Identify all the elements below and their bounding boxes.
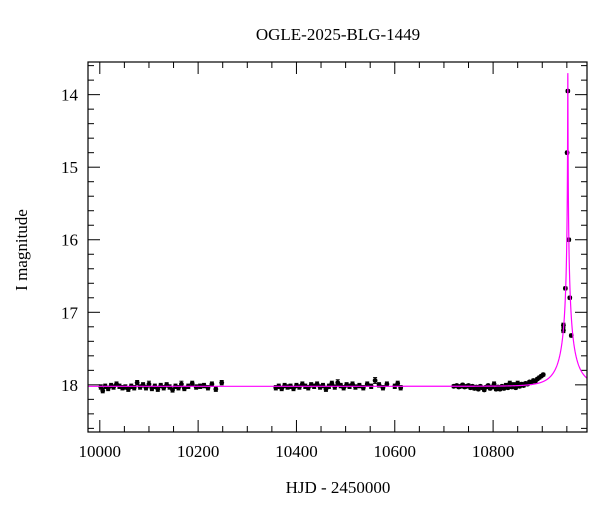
- data-point: [134, 379, 140, 386]
- y-tick-label: 16: [61, 231, 78, 250]
- point-marker: [181, 386, 187, 391]
- y-tick-label: 15: [61, 158, 78, 177]
- y-tick-label: 18: [61, 376, 78, 395]
- point-marker: [189, 380, 195, 386]
- x-tick-label: 10200: [177, 442, 220, 461]
- tick-labels: 10000 10200 10400 10600 10800 14 15 16 17 18: [61, 86, 514, 461]
- point-marker: [372, 378, 378, 383]
- point-marker: [384, 381, 390, 387]
- data-points: [98, 88, 574, 394]
- axis-ticks: [88, 62, 587, 432]
- data-point: [219, 379, 225, 386]
- plot-frame: [87, 61, 588, 433]
- point-marker: [513, 385, 519, 391]
- data-point: [372, 377, 378, 384]
- point-marker: [146, 381, 152, 387]
- point-marker: [134, 380, 140, 386]
- point-marker: [219, 380, 225, 386]
- point-marker: [505, 385, 511, 391]
- x-axis-label: HJD - 2450000: [286, 478, 391, 497]
- data-point: [189, 380, 195, 387]
- point-marker: [213, 386, 219, 392]
- y-axis-label: I magnitude: [12, 209, 31, 291]
- y-tick-label: 14: [61, 86, 79, 105]
- model-curve: [88, 73, 587, 387]
- point-marker: [395, 380, 401, 386]
- point-marker: [179, 381, 184, 387]
- x-tick-label: 10000: [79, 442, 122, 461]
- point-marker: [540, 372, 546, 378]
- chart-title: OGLE-2025-BLG-1449: [256, 25, 420, 44]
- data-point: [100, 387, 106, 394]
- point-marker: [507, 380, 513, 386]
- y-tick-label: 17: [61, 303, 79, 322]
- x-tick-label: 10600: [374, 442, 417, 461]
- point-marker: [100, 388, 106, 394]
- point-marker: [209, 381, 215, 387]
- x-tick-label: 10800: [472, 442, 515, 461]
- point-marker: [491, 381, 497, 387]
- data-point: [213, 386, 219, 392]
- x-tick-label: 10400: [275, 442, 318, 461]
- data-point: [540, 372, 546, 378]
- point-marker: [364, 381, 370, 387]
